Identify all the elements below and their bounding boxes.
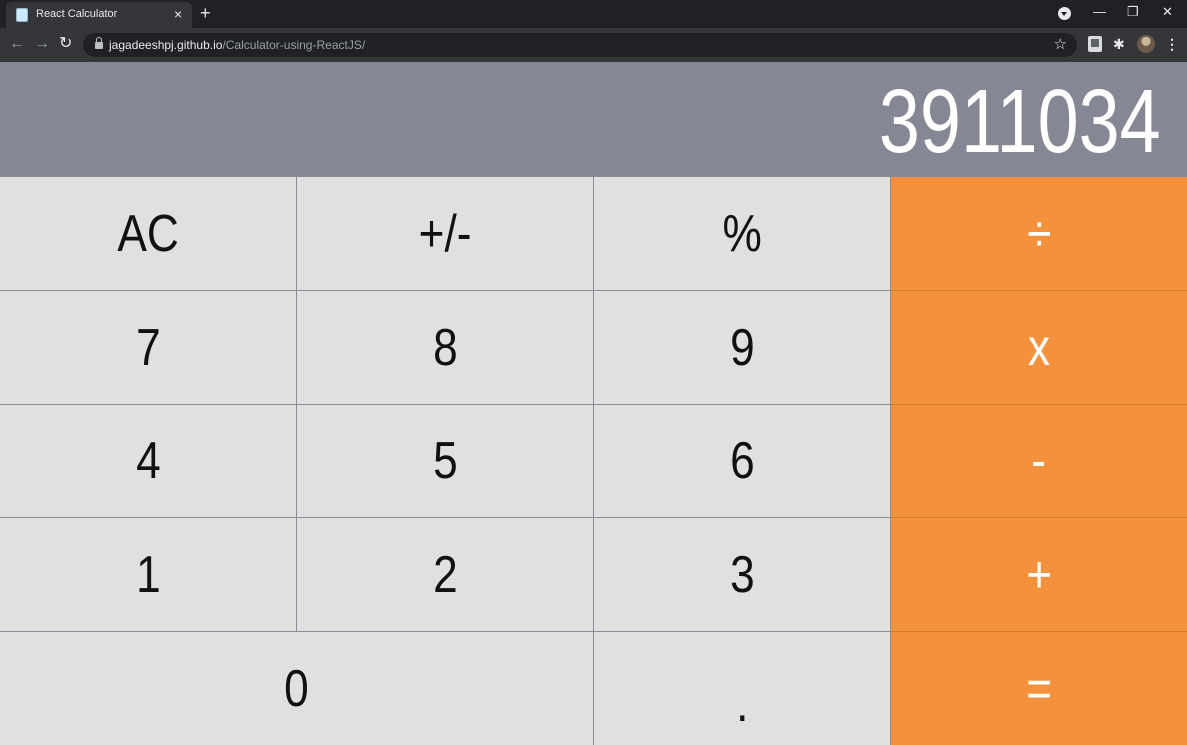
- digit-0-button[interactable]: 0: [0, 632, 594, 745]
- digit-2-label: 2: [432, 545, 458, 604]
- toggle-sign-button[interactable]: +/-: [297, 177, 594, 291]
- url-host: jagadeeshpj.github.io: [109, 38, 223, 52]
- multiply-button[interactable]: x: [891, 291, 1187, 405]
- digit-2-button[interactable]: 2: [297, 518, 594, 632]
- digit-5-label: 5: [432, 432, 458, 490]
- all-clear-label: AC: [117, 204, 179, 263]
- digit-5-button[interactable]: 5: [297, 405, 594, 518]
- close-window-icon[interactable]: ✕: [1162, 4, 1173, 19]
- digit-4-label: 4: [135, 432, 161, 490]
- extensions-puzzle-icon[interactable]: ✱: [1113, 36, 1125, 52]
- digit-3-label: 3: [729, 545, 755, 604]
- toggle-sign-label: +/-: [418, 204, 472, 263]
- digit-0-label: 0: [284, 659, 309, 718]
- bookmark-star-icon[interactable]: ☆: [1053, 36, 1067, 53]
- browser-toolbar: ← → ↻ jagadeeshpj.github.io/Calculator-u…: [0, 28, 1187, 62]
- tab-title: React Calculator: [36, 8, 118, 20]
- browser-menu-icon[interactable]: ⋮: [1165, 36, 1179, 52]
- digit-1-button[interactable]: 1: [0, 518, 297, 632]
- digit-8-label: 8: [432, 318, 458, 377]
- browser-tab-strip: React Calculator × + — ❐ ✕: [0, 0, 1187, 28]
- display-value: 3911034: [879, 72, 1161, 172]
- subtract-label: -: [1031, 432, 1047, 490]
- equals-button[interactable]: =: [891, 632, 1187, 745]
- digit-1-label: 1: [135, 545, 161, 604]
- back-icon[interactable]: ←: [9, 35, 25, 52]
- digit-9-button[interactable]: 9: [594, 291, 891, 405]
- digit-4-button[interactable]: 4: [0, 405, 297, 518]
- all-clear-button[interactable]: AC: [0, 177, 297, 291]
- extension-icon[interactable]: [1088, 36, 1102, 52]
- digit-6-label: 6: [729, 432, 755, 490]
- url-path: /Calculator-using-ReactJS/: [222, 38, 366, 52]
- profile-avatar[interactable]: [1137, 35, 1155, 53]
- lock-icon[interactable]: [95, 37, 103, 49]
- percent-button[interactable]: %: [594, 177, 891, 291]
- reload-icon[interactable]: ↻: [59, 35, 73, 52]
- add-button[interactable]: +: [891, 518, 1187, 632]
- digit-3-button[interactable]: 3: [594, 518, 891, 632]
- percent-label: %: [722, 204, 762, 263]
- calculator-keypad: AC +/- % ÷ 7 8 9 x 4 5 6 - 1 2 3 + 0 . =: [0, 177, 1187, 745]
- address-bar[interactable]: jagadeeshpj.github.io/Calculator-using-R…: [83, 33, 1077, 57]
- add-label: +: [1026, 545, 1052, 604]
- digit-7-label: 7: [135, 318, 161, 377]
- forward-icon[interactable]: →: [34, 35, 50, 52]
- tab-search-icon[interactable]: [1058, 7, 1071, 20]
- restore-icon[interactable]: ❐: [1127, 4, 1139, 19]
- digit-7-button[interactable]: 7: [0, 291, 297, 405]
- subtract-button[interactable]: -: [891, 405, 1187, 518]
- calculator-display: 3911034: [0, 62, 1187, 177]
- divide-label: ÷: [1026, 204, 1052, 263]
- multiply-label: x: [1027, 318, 1051, 377]
- digit-8-button[interactable]: 8: [297, 291, 594, 405]
- new-tab-icon[interactable]: +: [200, 3, 211, 23]
- favicon-icon: [16, 8, 28, 22]
- minimize-icon[interactable]: —: [1093, 4, 1106, 19]
- url-text[interactable]: jagadeeshpj.github.io/Calculator-using-R…: [109, 38, 365, 52]
- decimal-button[interactable]: .: [594, 632, 891, 745]
- digit-6-button[interactable]: 6: [594, 405, 891, 518]
- browser-tab[interactable]: React Calculator ×: [6, 2, 192, 28]
- digit-9-label: 9: [729, 318, 755, 377]
- divide-button[interactable]: ÷: [891, 177, 1187, 291]
- decimal-label: .: [735, 674, 749, 733]
- equals-label: =: [1026, 659, 1052, 718]
- close-tab-icon[interactable]: ×: [174, 6, 183, 22]
